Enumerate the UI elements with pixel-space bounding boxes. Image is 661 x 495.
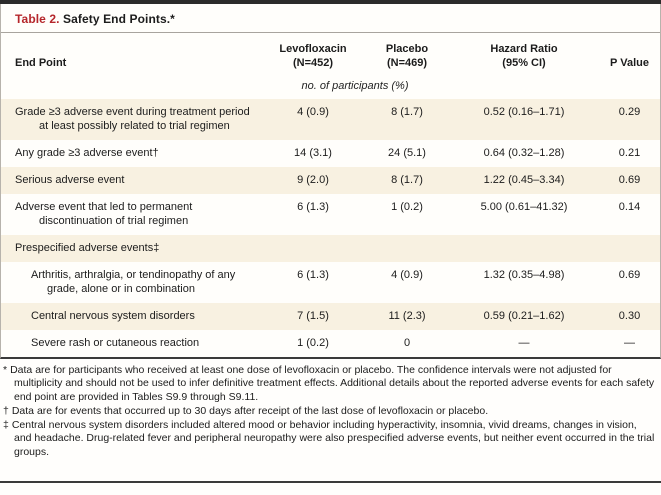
endpoint-label: Central nervous system disorders <box>31 310 195 322</box>
levofloxacin-value: 1 (0.2) <box>297 337 329 349</box>
footnotes: * Data are for participants who received … <box>0 364 661 461</box>
footnote-marker: † <box>3 404 9 417</box>
hazard-ratio-value: 0.64 (0.32–1.28) <box>483 147 565 159</box>
footnote-text: Central nervous system disorders include… <box>11 418 655 459</box>
units-subheader: no. of participants (%) <box>301 80 409 92</box>
footnote-double-dagger: ‡ Central nervous system disorders includ… <box>3 419 655 460</box>
hazard-ratio-value: 0.59 (0.21–1.62) <box>449 302 599 330</box>
levofloxacin-value: 6 (1.3) <box>297 201 329 213</box>
placebo-value: 1 (0.2) <box>391 201 423 213</box>
placebo-value: 8 (1.7) <box>365 98 449 140</box>
pvalue-value <box>599 234 660 262</box>
placebo-value: 8 (1.7) <box>365 166 449 194</box>
endpoint-label: Arthritis, arthralgia, or tendinopathy o… <box>31 269 236 295</box>
footnote-asterisk: * Data are for participants who received … <box>3 364 655 405</box>
footnote-dagger: † Data are for events that occurred up to… <box>3 405 655 419</box>
table-number-label: Table 2. <box>15 12 60 26</box>
pvalue-value: 0.14 <box>618 201 641 213</box>
pvalue-value: 0.29 <box>599 98 660 140</box>
footnote-text: Data are for events that occurred up to … <box>11 404 489 417</box>
levofloxacin-value: 4 (0.9) <box>261 98 365 140</box>
placebo-value: 11 (2.3) <box>365 302 449 330</box>
endpoint-label: Severe rash or cutaneous reaction <box>31 337 200 349</box>
endpoint-label: Any grade ≥3 adverse event† <box>15 147 159 159</box>
pvalue-value: 0.69 <box>599 166 660 194</box>
subheader-spacer <box>449 75 660 99</box>
endpoint-label: Adverse event that led to permanent disc… <box>15 201 193 227</box>
hazard-ratio-value: 0.52 (0.16–1.71) <box>449 98 599 140</box>
footnote-text: Data are for participants who received a… <box>10 363 655 404</box>
placebo-value: 4 (0.9) <box>391 269 423 281</box>
hazard-ratio-value: — <box>518 337 530 349</box>
hazard-ratio-value: 1.22 (0.45–3.34) <box>449 166 599 194</box>
pvalue-value: 0.21 <box>618 147 641 159</box>
table-title-text: Safety End Points.* <box>63 12 175 26</box>
endpoint-label: Serious adverse event <box>15 174 125 186</box>
pvalue-value: — <box>624 337 635 349</box>
column-header-levofloxacin: Levofloxacin (N=452) <box>279 43 347 69</box>
table-title: Table 2. Safety End Points.* <box>1 4 660 33</box>
column-header-hazard-ratio: Hazard Ratio (95% CI) <box>490 43 558 69</box>
levofloxacin-value: 7 (1.5) <box>261 302 365 330</box>
endpoint-label: Grade ≥3 adverse event during treatment … <box>15 106 250 132</box>
top-rule <box>0 0 661 4</box>
column-header-placebo: Placebo (N=469) <box>385 43 429 69</box>
placebo-value <box>365 234 449 262</box>
hazard-ratio-value <box>449 234 599 262</box>
footnote-marker: * <box>3 363 8 376</box>
section-label: Prespecified adverse events‡ <box>15 242 160 254</box>
column-header-endpoint: End Point <box>15 56 67 69</box>
placebo-value: 24 (5.1) <box>388 147 426 159</box>
hazard-ratio-value: 1.32 (0.35–4.98) <box>483 269 565 281</box>
levofloxacin-value: 6 (1.3) <box>297 269 329 281</box>
column-header-pvalue: P Value <box>610 56 649 69</box>
footnote-marker: ‡ <box>3 418 9 431</box>
subheader-spacer <box>1 75 261 99</box>
pvalue-value: 0.30 <box>599 302 660 330</box>
table-grid: End Point Levofloxacin (N=452) Placebo (… <box>1 33 660 357</box>
placebo-value: 0 <box>403 337 411 349</box>
levofloxacin-value <box>261 234 365 262</box>
pvalue-value: 0.69 <box>618 269 641 281</box>
levofloxacin-value: 14 (3.1) <box>294 147 332 159</box>
bottom-rule <box>0 481 661 483</box>
hazard-ratio-value: 5.00 (0.61–41.32) <box>480 201 568 213</box>
levofloxacin-value: 9 (2.0) <box>261 166 365 194</box>
safety-endpoints-table: Table 2. Safety End Points.* End Point L… <box>0 4 661 359</box>
